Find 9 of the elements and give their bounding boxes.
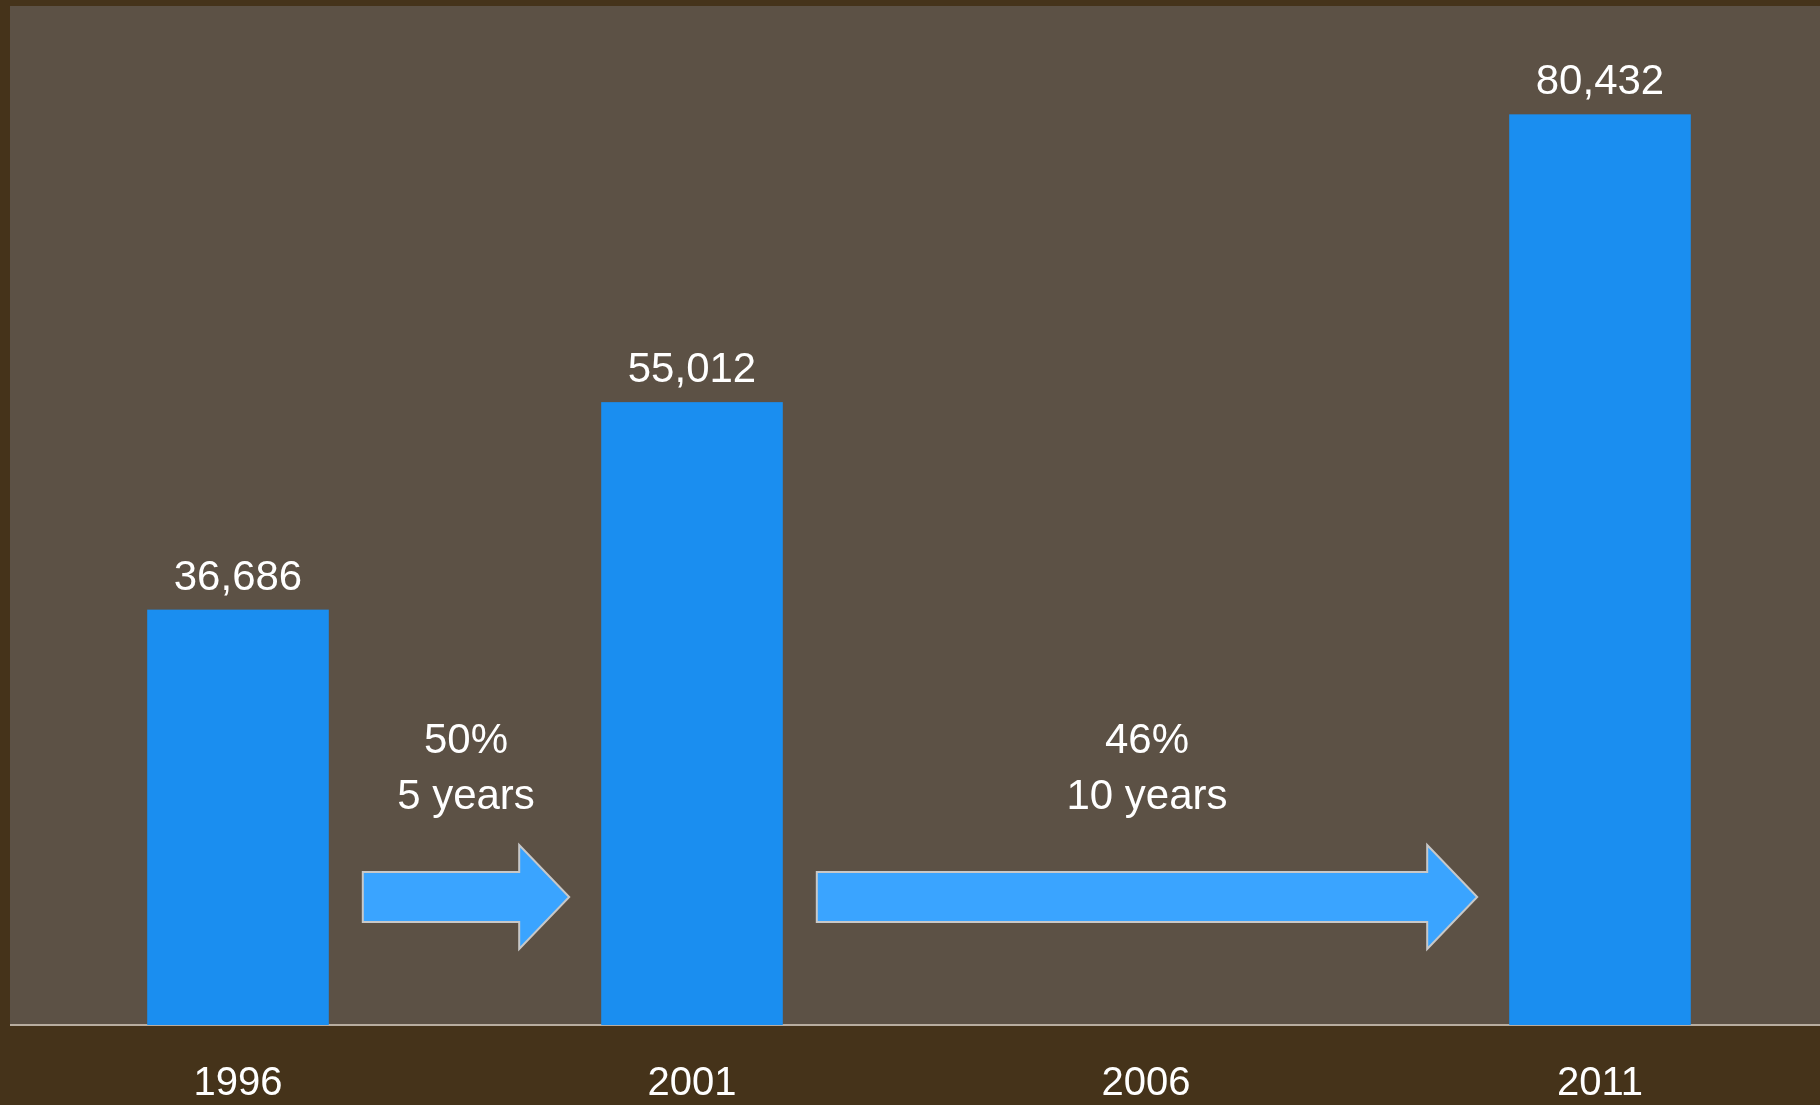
annotation: 50% 5 years [397,715,535,818]
data-label: 80,432 [1535,56,1665,104]
x-tick-label: 2011 [1556,1059,1644,1104]
x-tick-label: 2006 [1101,1059,1191,1104]
x-tick-label: 1996 [193,1059,283,1104]
data-label: 55,012 [627,344,757,392]
data-label: 36,686 [173,551,303,599]
x-tick-label: 2001 [647,1059,737,1104]
annotation: 46% 10 years [1066,715,1228,818]
